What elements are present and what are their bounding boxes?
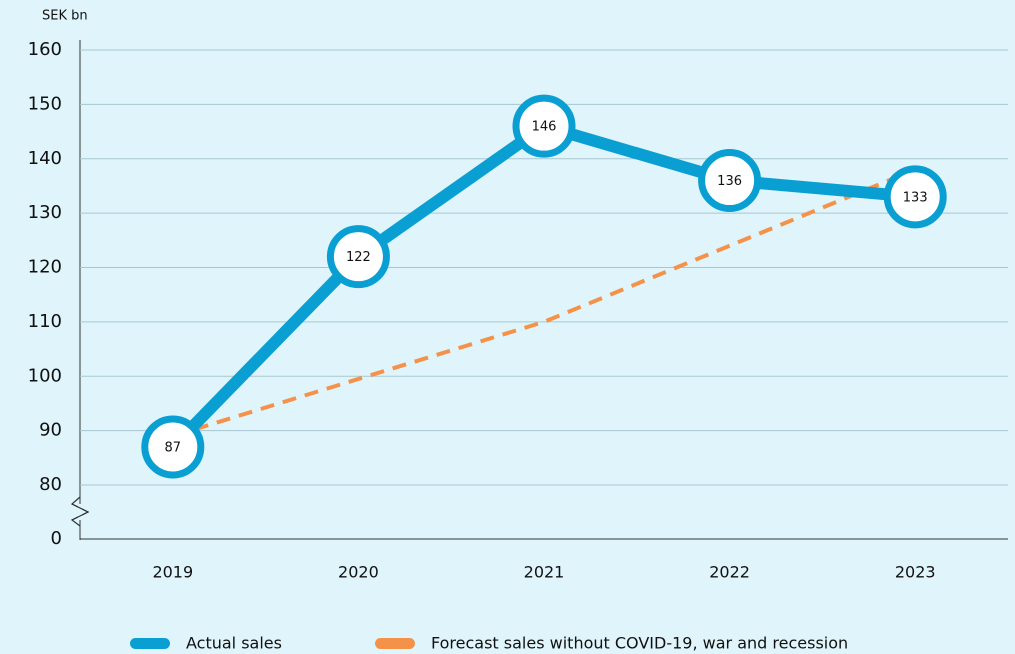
legend-label: Actual sales bbox=[186, 634, 282, 653]
x-tick-label: 2022 bbox=[709, 563, 750, 582]
y-tick-label: 120 bbox=[28, 257, 62, 278]
x-tick-label: 2019 bbox=[152, 563, 193, 582]
y-tick-label: 150 bbox=[28, 93, 62, 114]
data-point bbox=[512, 94, 576, 158]
x-tick-label: 2020 bbox=[338, 563, 379, 582]
data-label: 87 bbox=[165, 440, 182, 455]
data-point bbox=[883, 165, 947, 229]
data-label: 136 bbox=[717, 174, 742, 189]
data-point bbox=[698, 149, 762, 212]
y-tick-label: 80 bbox=[39, 474, 62, 495]
legend-swatch bbox=[130, 638, 170, 649]
y-tick-label: 0 bbox=[51, 528, 62, 549]
data-label: 133 bbox=[903, 190, 928, 205]
x-tick-label: 2021 bbox=[524, 563, 565, 582]
y-tick-label: 160 bbox=[28, 39, 62, 60]
axis-break-zigzag bbox=[71, 503, 90, 521]
forecast-line bbox=[172, 167, 916, 438]
y-tick-label: 130 bbox=[28, 202, 62, 223]
x-tick-label: 2023 bbox=[895, 563, 936, 582]
data-label: 146 bbox=[532, 120, 557, 135]
y-axis-label: SEK bn bbox=[42, 9, 88, 24]
legend-label: Forecast sales without COVID-19, war and… bbox=[431, 634, 848, 653]
y-tick-label: 110 bbox=[28, 311, 62, 332]
y-tick-label: 140 bbox=[28, 148, 62, 169]
y-tick-label: 100 bbox=[28, 365, 62, 386]
data-point bbox=[326, 225, 390, 289]
y-tick-label: 90 bbox=[39, 420, 62, 441]
data-point bbox=[141, 415, 205, 479]
axis-break-gap bbox=[78, 504, 82, 520]
data-label: 122 bbox=[346, 250, 371, 265]
legend-swatch bbox=[375, 638, 415, 649]
